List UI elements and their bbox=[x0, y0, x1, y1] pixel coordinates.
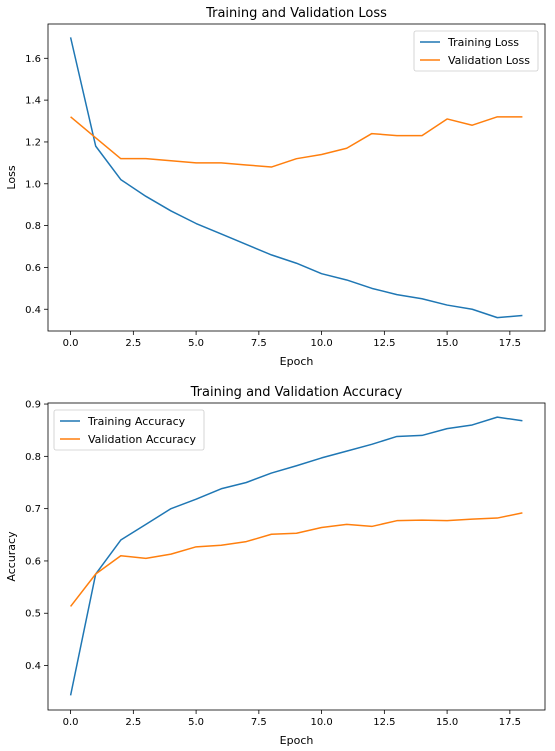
y-tick-label: 0.7 bbox=[25, 504, 41, 515]
y-tick-label: 1.0 bbox=[25, 179, 41, 190]
chart-title: Training and Validation Loss bbox=[205, 6, 387, 21]
plot-frame bbox=[47, 402, 546, 711]
chart-title: Training and Validation Accuracy bbox=[190, 385, 403, 400]
x-tick-label: 15.0 bbox=[436, 338, 458, 349]
x-tick-label: 7.5 bbox=[251, 338, 267, 349]
x-tick-label: 12.5 bbox=[373, 338, 395, 349]
x-axis-label: Epoch bbox=[280, 355, 314, 368]
y-tick-label: 0.4 bbox=[25, 305, 41, 316]
y-tick-label: 0.8 bbox=[25, 221, 41, 232]
y-axis-label: Accuracy bbox=[5, 531, 18, 582]
x-tick-label: 2.5 bbox=[125, 717, 141, 728]
series-line-validation-loss bbox=[70, 116, 523, 168]
x-tick-label: 10.0 bbox=[310, 338, 332, 349]
x-tick-label: 2.5 bbox=[125, 338, 141, 349]
x-axis-label: Epoch bbox=[280, 734, 314, 747]
x-tick-label: 17.5 bbox=[499, 717, 521, 728]
legend-box bbox=[413, 30, 539, 72]
x-tick-label: 0.0 bbox=[63, 717, 79, 728]
x-tick-label: 7.5 bbox=[251, 717, 267, 728]
x-tick-label: 10.0 bbox=[310, 717, 332, 728]
y-tick-label: 1.4 bbox=[25, 96, 41, 107]
y-axis-label: Loss bbox=[5, 165, 18, 189]
y-tick-label: 0.8 bbox=[25, 452, 41, 463]
y-tick-label: 0.9 bbox=[25, 400, 41, 411]
legend-entry: Validation Accuracy bbox=[88, 433, 197, 446]
y-tick-label: 0.4 bbox=[25, 661, 41, 672]
x-tick-label: 0.0 bbox=[63, 338, 79, 349]
y-tick-label: 1.2 bbox=[25, 137, 41, 148]
y-tick-label: 1.6 bbox=[25, 54, 41, 65]
y-tick-label: 0.6 bbox=[25, 263, 41, 274]
legend-entry: Training Loss bbox=[447, 36, 519, 49]
series-line-training-loss bbox=[69, 37, 523, 319]
series-line-validation-accuracy bbox=[69, 512, 523, 607]
x-tick-label: 15.0 bbox=[436, 717, 458, 728]
chart-0: Training and Validation Loss 0.0 2.5 5.0 7.5… bbox=[5, 6, 546, 368]
legend: Training Accuracy Validation Accuracy bbox=[53, 409, 205, 451]
legend-entry: Training Accuracy bbox=[87, 415, 186, 428]
x-tick-label: 17.5 bbox=[499, 338, 521, 349]
x-tick-label: 5.0 bbox=[188, 717, 204, 728]
x-tick-label: 5.0 bbox=[188, 338, 204, 349]
series-line-training-accuracy bbox=[69, 416, 523, 696]
legend-box bbox=[53, 409, 205, 451]
plot-frame bbox=[47, 23, 546, 332]
y-tick-label: 0.5 bbox=[25, 609, 41, 620]
y-tick-label: 0.6 bbox=[25, 556, 41, 567]
x-tick-label: 12.5 bbox=[373, 717, 395, 728]
chart-1: Training and Validation Accuracy 0.0 2.5 5.… bbox=[5, 385, 546, 747]
legend: Training Loss Validation Loss bbox=[413, 30, 539, 72]
legend-entry: Validation Loss bbox=[448, 54, 530, 67]
